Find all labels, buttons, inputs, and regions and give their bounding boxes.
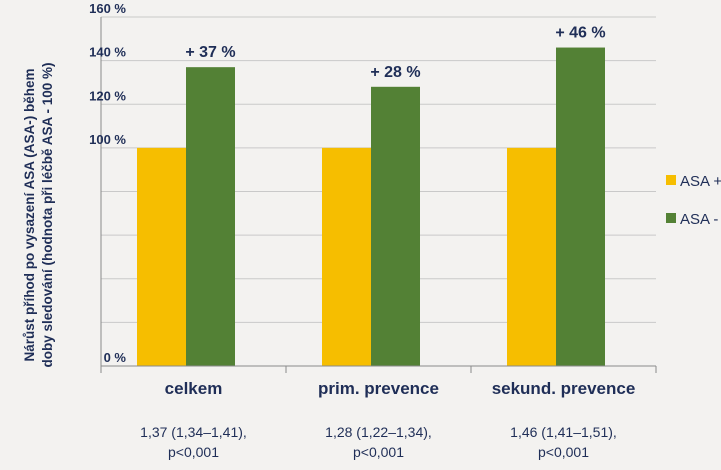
bar-data-label: + 28 % bbox=[370, 64, 420, 81]
y-tick-label: 140 % bbox=[89, 45, 126, 60]
stat-annotation: 1,46 (1,41–1,51), bbox=[510, 424, 617, 440]
y-axis-title: Nárůst příhod po vysazení ASA (ASA-) běh… bbox=[22, 62, 55, 367]
stat-annotation: p<0,001 bbox=[168, 444, 219, 460]
x-category-label: prim. prevence bbox=[318, 379, 439, 398]
x-category-label: celkem bbox=[165, 379, 223, 398]
bars bbox=[137, 48, 605, 366]
x-category-label: sekund. prevence bbox=[492, 379, 636, 398]
legend-swatch bbox=[666, 213, 676, 223]
stat-annotation: p<0,001 bbox=[538, 444, 589, 460]
legend-label: ASA + bbox=[680, 173, 721, 190]
bar bbox=[186, 67, 235, 366]
y-tick-label: 120 % bbox=[89, 88, 126, 103]
y-tick-label: 160 % bbox=[89, 1, 126, 16]
legend-swatch bbox=[666, 175, 676, 185]
bar bbox=[322, 148, 371, 366]
bar bbox=[556, 48, 605, 366]
stat-annotation: 1,28 (1,22–1,34), bbox=[325, 424, 432, 440]
legend: ASA + ASA - bbox=[666, 173, 721, 228]
stat-annotation: 1,37 (1,34–1,41), bbox=[140, 424, 247, 440]
stat-annotation: p<0,001 bbox=[353, 444, 404, 460]
bar bbox=[137, 148, 186, 366]
bar bbox=[507, 148, 556, 366]
legend-label: ASA - bbox=[680, 211, 718, 228]
bar bbox=[371, 87, 420, 366]
y-axis-title-line: doby sledování (hodnota při léčbě ASA - … bbox=[40, 62, 55, 367]
bar-data-label: + 37 % bbox=[185, 44, 235, 61]
y-tick-label: 100 % bbox=[89, 132, 126, 147]
bar-data-label: + 46 % bbox=[555, 25, 605, 42]
y-tick-label: 0 % bbox=[104, 350, 127, 365]
y-axis-title-line: Nárůst příhod po vysazení ASA (ASA-) běh… bbox=[22, 68, 37, 361]
